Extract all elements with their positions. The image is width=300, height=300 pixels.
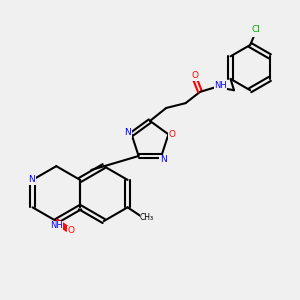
Text: Cl: Cl xyxy=(251,25,260,34)
Text: NH: NH xyxy=(214,81,227,90)
Text: N: N xyxy=(124,128,131,137)
Text: CH₃: CH₃ xyxy=(140,213,154,222)
Text: O: O xyxy=(169,130,176,139)
Text: O: O xyxy=(67,226,74,235)
Text: N: N xyxy=(160,155,167,164)
Text: NH: NH xyxy=(50,221,63,230)
Text: N: N xyxy=(28,176,35,184)
Text: O: O xyxy=(192,71,199,80)
